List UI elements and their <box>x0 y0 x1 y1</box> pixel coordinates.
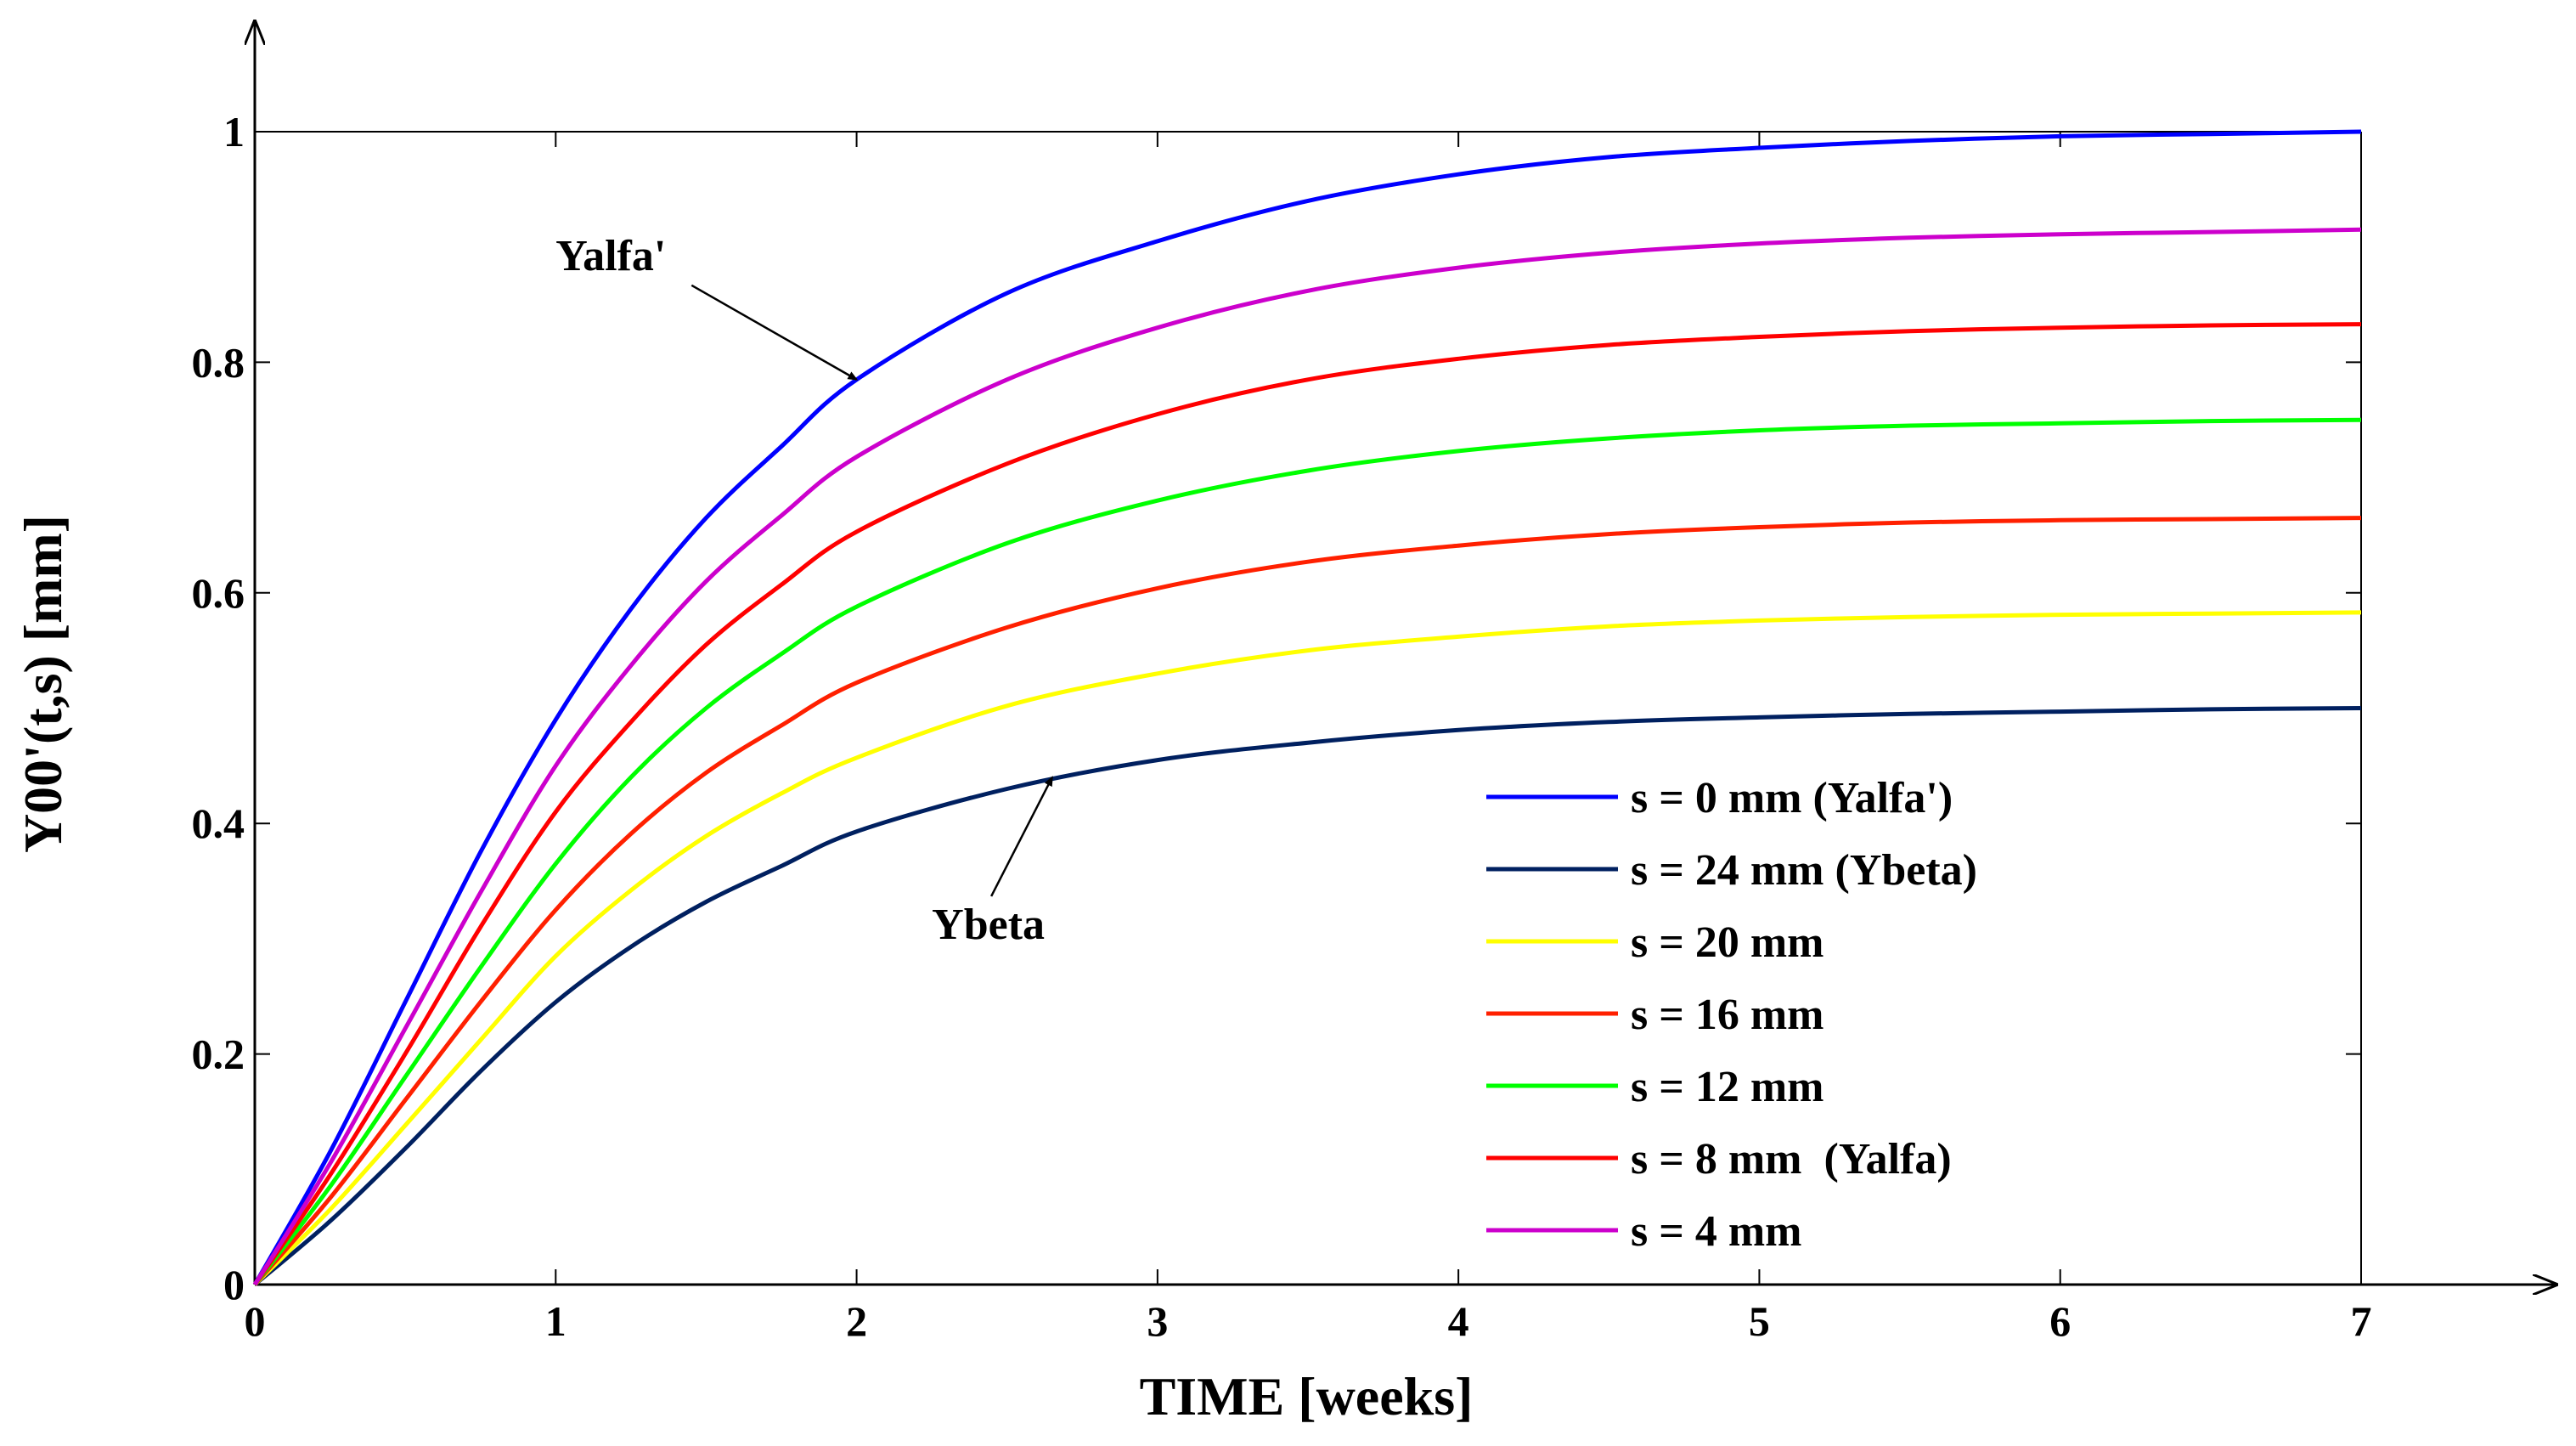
series-line-0 <box>252 129 2362 1286</box>
y-tick-label: 0.8 <box>192 338 245 386</box>
x-tick-label: 5 <box>1749 1297 1770 1345</box>
legend-label-0: s = 0 mm (Yalfa') <box>1631 774 1953 822</box>
annotation-arrow-1 <box>990 776 1053 897</box>
y-tick-label: 0 <box>223 1261 245 1308</box>
annotation-label-1: Ybeta <box>932 901 1045 949</box>
y-tick-label: 1 <box>223 108 245 155</box>
x-tick-label: 0 <box>245 1297 266 1345</box>
legend-label-5: s = 8 mm (Yalfa) <box>1631 1135 1952 1183</box>
series-line-5 <box>252 322 2362 1286</box>
annotation-label-0: Yalfa' <box>555 232 666 280</box>
legend-label-1: s = 24 mm (Ybeta) <box>1631 846 1977 895</box>
y-tick-label: 0.4 <box>192 799 245 847</box>
plot-area: 0 1 2 3 4 5 6 7 0 0.2 0.4 0.6 0.8 1 <box>192 21 2557 1345</box>
y-axis-title: Y00'(t,s) [mm] <box>13 515 73 853</box>
series-line-6 <box>252 227 2362 1286</box>
x-tick-label: 3 <box>1147 1297 1168 1345</box>
annotation-arrow-0 <box>691 284 859 381</box>
series-layer <box>252 129 2362 1286</box>
series-line-4 <box>253 417 2362 1286</box>
y-tick-label: 0.2 <box>192 1031 245 1078</box>
x-tick-label: 1 <box>545 1297 566 1345</box>
legend-label-3: s = 16 mm <box>1631 991 1824 1039</box>
x-tick-label: 7 <box>2351 1297 2372 1345</box>
x-tick-label: 2 <box>846 1297 867 1345</box>
y-tick-label: 0.6 <box>192 569 245 617</box>
legend: s = 0 mm (Yalfa') s = 24 mm (Ybeta) s = 20… <box>1486 774 1977 1256</box>
series-line-1 <box>253 706 2362 1286</box>
legend-label-6: s = 4 mm <box>1631 1207 1802 1256</box>
legend-label-2: s = 20 mm <box>1631 918 1824 967</box>
series-line-2 <box>253 610 2362 1286</box>
x-tick-label: 4 <box>1448 1297 1469 1345</box>
series-line-3 <box>253 516 2362 1286</box>
legend-label-4: s = 12 mm <box>1631 1063 1824 1111</box>
x-tick-label: 6 <box>2049 1297 2071 1345</box>
annotation-layer: Yalfa' Ybeta <box>555 232 1053 949</box>
x-axis-title: TIME [weeks] <box>1140 1366 1474 1426</box>
